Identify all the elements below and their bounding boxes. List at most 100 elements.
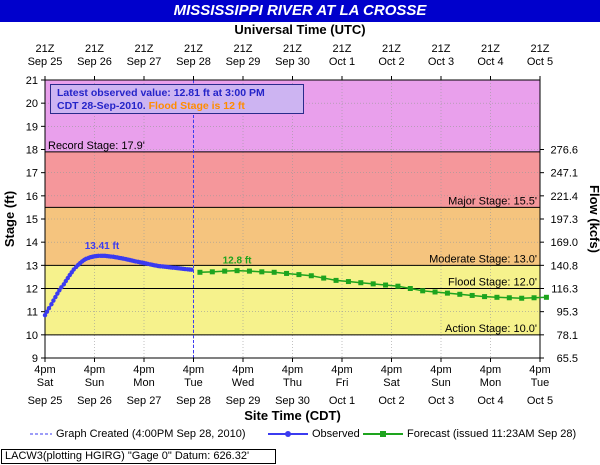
top-tick-date: Oct 2	[378, 56, 404, 68]
flow-tick-label: 276.6	[550, 145, 578, 157]
top-tick-zulu: 21Z	[333, 43, 352, 55]
stage-label-3: Flood Stage: 12.0'	[448, 277, 537, 289]
forecast-point	[407, 286, 413, 291]
x-tick-time: 4pm	[133, 364, 154, 376]
top-tick-date: Sep 30	[275, 56, 310, 68]
forecast-point	[197, 269, 203, 275]
top-axis-title: Universal Time (UTC)	[234, 22, 366, 37]
observed-point	[189, 267, 194, 272]
x-axis-title: Site Time (CDT)	[244, 408, 341, 423]
observed-point	[55, 291, 60, 296]
band-3	[45, 265, 540, 289]
observed-point	[49, 302, 54, 307]
forecast-point	[506, 295, 512, 301]
x-tick-time: 4pm	[232, 364, 253, 376]
y-tick-label: 14	[26, 237, 38, 249]
forecast-point	[469, 292, 475, 298]
x-tick-time: 4pm	[282, 364, 303, 376]
x-tick-time: 4pm	[480, 364, 501, 376]
y-tick-label: 16	[26, 191, 38, 203]
y-tick-label: 19	[26, 121, 38, 133]
latest-value-line1: Latest observed value: 12.81 ft at 3:00 …	[57, 87, 265, 99]
forecast-point	[284, 270, 290, 276]
x-tick-date: Sep 26	[77, 395, 112, 407]
x-tick-date: Oct 4	[477, 395, 503, 407]
flood-stage-note: Flood Stage is 12 ft	[148, 100, 245, 112]
latest-value-line2: CDT 28-Sep-2010. Flood Stage is 12 ft	[57, 100, 303, 113]
forecast-point	[444, 290, 450, 296]
forecast-point	[234, 268, 240, 274]
forecast-point	[345, 279, 351, 285]
x-tick-date: Oct 5	[527, 395, 553, 407]
legend-observed: Observed	[312, 428, 360, 440]
stage-label-4: Action Stage: 10.0'	[445, 323, 537, 335]
y-tick-label: 13	[26, 260, 38, 272]
observed-point	[61, 282, 67, 287]
y-tick-label: 18	[26, 145, 38, 157]
flow-tick-label: 78.1	[557, 330, 578, 342]
axis-labels: Site Time (CDT) Stage (ft) Flow (kcfs)	[2, 185, 600, 423]
x-tick-weekday: Thu	[283, 377, 302, 389]
x-tick-weekday: Sat	[37, 377, 54, 389]
x-tick-time: 4pm	[529, 364, 550, 376]
stage-label-1: Major Stage: 15.5'	[448, 195, 537, 207]
y-tick-label: 10	[26, 330, 38, 342]
y-tick-label: 11	[27, 307, 38, 319]
x-tick-date: Sep 27	[127, 395, 162, 407]
top-tick-zulu: 21Z	[36, 43, 55, 55]
flow-tick-label: 221.4	[550, 191, 578, 203]
y-tick-label: 15	[26, 214, 38, 226]
title-bar: MISSISSIPPI RIVER AT LA CROSSE	[0, 0, 600, 22]
flow-tick-label: 247.1	[550, 168, 578, 180]
legend-swatches	[30, 431, 403, 437]
forecast-point	[308, 273, 314, 279]
x-tick-date: Oct 2	[378, 395, 404, 407]
chart-title: MISSISSIPPI RIVER AT LA CROSSE	[173, 2, 427, 19]
top-tick-date: Sep 25	[28, 56, 63, 68]
forecast-point	[246, 268, 252, 274]
forecast-point	[259, 269, 265, 275]
x-tick-date: Sep 30	[275, 395, 310, 407]
x-tick-weekday: Mon	[480, 377, 501, 389]
x-tick-time: 4pm	[183, 364, 204, 376]
legend-forecast: Forecast (issued 11:23AM Sep 28)	[407, 428, 577, 440]
forecast-point	[222, 268, 228, 274]
observed-point	[46, 305, 52, 311]
x-tick-weekday: Sun	[85, 377, 105, 389]
y-tick-label: 17	[26, 168, 38, 180]
forecast-point	[271, 269, 277, 275]
flow-tick-label: 140.8	[550, 260, 578, 272]
observed-point	[51, 298, 56, 303]
top-tick-zulu: 21Z	[481, 43, 500, 55]
flow-tick-label: 116.3	[551, 284, 578, 296]
flow-tick-label: 65.5	[557, 353, 578, 365]
top-tick-date: Oct 3	[428, 56, 454, 68]
x-tick-weekday: Fri	[336, 377, 349, 389]
observed-point	[42, 312, 48, 318]
stage-threshold-lines: Record Stage: 17.9' Major Stage: 15.5' Mod…	[45, 80, 540, 358]
top-tick-date: Sep 28	[176, 56, 211, 68]
top-tick-date: Oct 4	[477, 56, 503, 68]
forecast-swatch-marker	[380, 431, 386, 437]
legend-created: Graph Created (4:00PM Sep 28, 2010)	[56, 428, 246, 440]
flow-tick-label: 95.3	[557, 307, 578, 319]
forecast-point	[209, 269, 215, 275]
forecast-point	[543, 294, 549, 300]
top-tick-zulu: 21Z	[234, 43, 253, 55]
y-tick-label: 9	[32, 353, 38, 365]
top-tick-date: Oct 5	[527, 56, 553, 68]
y-tick-label: 12	[26, 284, 38, 296]
flow-tick-label: 197.3	[550, 214, 578, 226]
forecast-point	[333, 277, 339, 283]
forecast-point	[296, 272, 302, 278]
y-tick-label: 20	[26, 98, 38, 110]
datum-info: LACW3(plotting HGIRG) "Gage 0" Datum: 62…	[1, 449, 276, 464]
top-tick-zulu: 21Z	[85, 43, 104, 55]
forecast-point	[370, 281, 376, 287]
legend: Graph Created (4:00PM Sep 28, 2010) Obse…	[0, 424, 600, 442]
forecast-point	[358, 280, 364, 286]
forecast-point	[395, 283, 401, 289]
x-tick-weekday: Tue	[184, 377, 203, 389]
forecast-point	[457, 291, 463, 297]
annotation-0: 13.41 ft	[85, 241, 120, 252]
